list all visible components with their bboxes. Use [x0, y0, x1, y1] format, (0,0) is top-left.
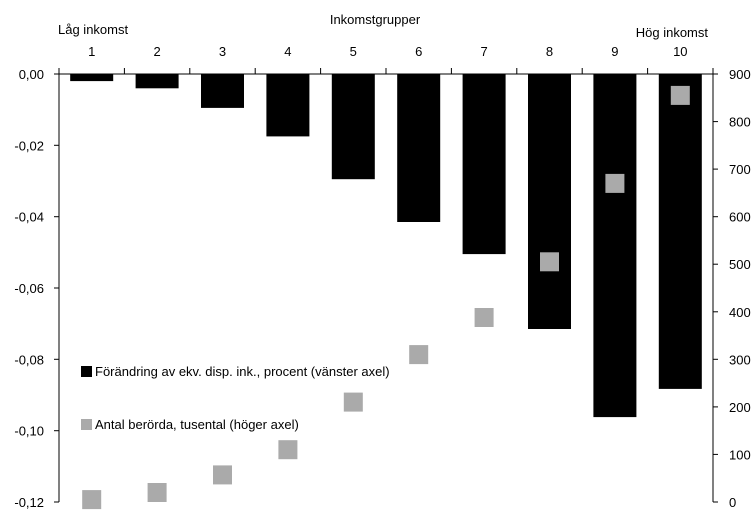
right-tick-label: 0: [729, 495, 736, 510]
right-tick-label: 700: [729, 162, 751, 177]
left-tick-label: -0,02: [14, 138, 44, 153]
right-tick-label: 600: [729, 210, 751, 225]
right-tick-label: 100: [729, 447, 751, 462]
left-tick-label: -0,06: [14, 281, 44, 296]
marker-2: [147, 483, 167, 502]
marker-9: [605, 173, 625, 193]
bar-9: [593, 74, 637, 418]
bar-6: [397, 74, 441, 222]
right-axis-ticks: 900 800 700 600 500 400 300 200 100 0: [713, 67, 751, 510]
right-tick-label: 300: [729, 352, 751, 367]
right-tick-label: 900: [729, 67, 751, 82]
markers-group: [82, 85, 690, 510]
category-label-10: 10: [673, 44, 687, 59]
legend: Förändring av ekv. disp. ink., procent (…: [81, 364, 390, 432]
legend-label-markers: Antal berörda, tusental (höger axel): [95, 417, 299, 432]
category-label-5: 5: [350, 44, 357, 59]
bar-2: [135, 74, 179, 89]
bar-1: [70, 74, 114, 82]
left-axis-ticks: 0,00 -0,02 -0,04 -0,06 -0,08 -0,10 -0,12: [14, 67, 59, 510]
bar-4: [266, 74, 310, 137]
top-axis-ticks: [58, 68, 714, 74]
right-tick-label: 400: [729, 305, 751, 320]
right-tick-label: 800: [729, 115, 751, 130]
marker-1: [82, 490, 102, 510]
category-label-6: 6: [415, 44, 422, 59]
marker-6: [409, 345, 429, 365]
category-label-1: 1: [88, 44, 95, 59]
category-label-2: 2: [153, 44, 160, 59]
marker-8: [540, 252, 559, 272]
legend-swatch-bars: [81, 366, 92, 377]
left-tick-label: -0,12: [14, 495, 44, 510]
bar-7: [462, 74, 506, 255]
category-label-8: 8: [546, 44, 553, 59]
marker-4: [278, 440, 298, 460]
bars-group: [70, 74, 702, 418]
left-tick-label: 0,00: [19, 67, 44, 82]
category-label-4: 4: [284, 44, 291, 59]
bar-3: [201, 74, 244, 108]
chart-title: Inkomstgrupper: [330, 12, 421, 27]
category-label-7: 7: [480, 44, 487, 59]
category-labels: 1 2 3 4 5 6 7 8 9 10: [88, 44, 687, 59]
low-income-label: Låg inkomst: [58, 22, 128, 37]
legend-swatch-markers: [81, 419, 92, 430]
marker-3: [213, 465, 232, 485]
marker-10: [670, 85, 690, 105]
left-tick-label: -0,04: [14, 210, 44, 225]
right-tick-label: 200: [729, 400, 751, 415]
bar-10: [658, 74, 702, 389]
category-label-9: 9: [611, 44, 618, 59]
marker-7: [474, 308, 494, 327]
category-label-3: 3: [219, 44, 226, 59]
right-tick-label: 500: [729, 257, 751, 272]
bar-8: [528, 74, 571, 329]
bar-5: [331, 74, 375, 180]
marker-5: [343, 392, 363, 412]
left-tick-label: -0,10: [14, 424, 44, 439]
legend-label-bars: Förändring av ekv. disp. ink., procent (…: [95, 364, 390, 379]
left-tick-label: -0,08: [14, 352, 44, 367]
high-income-label: Hög inkomst: [636, 25, 709, 40]
